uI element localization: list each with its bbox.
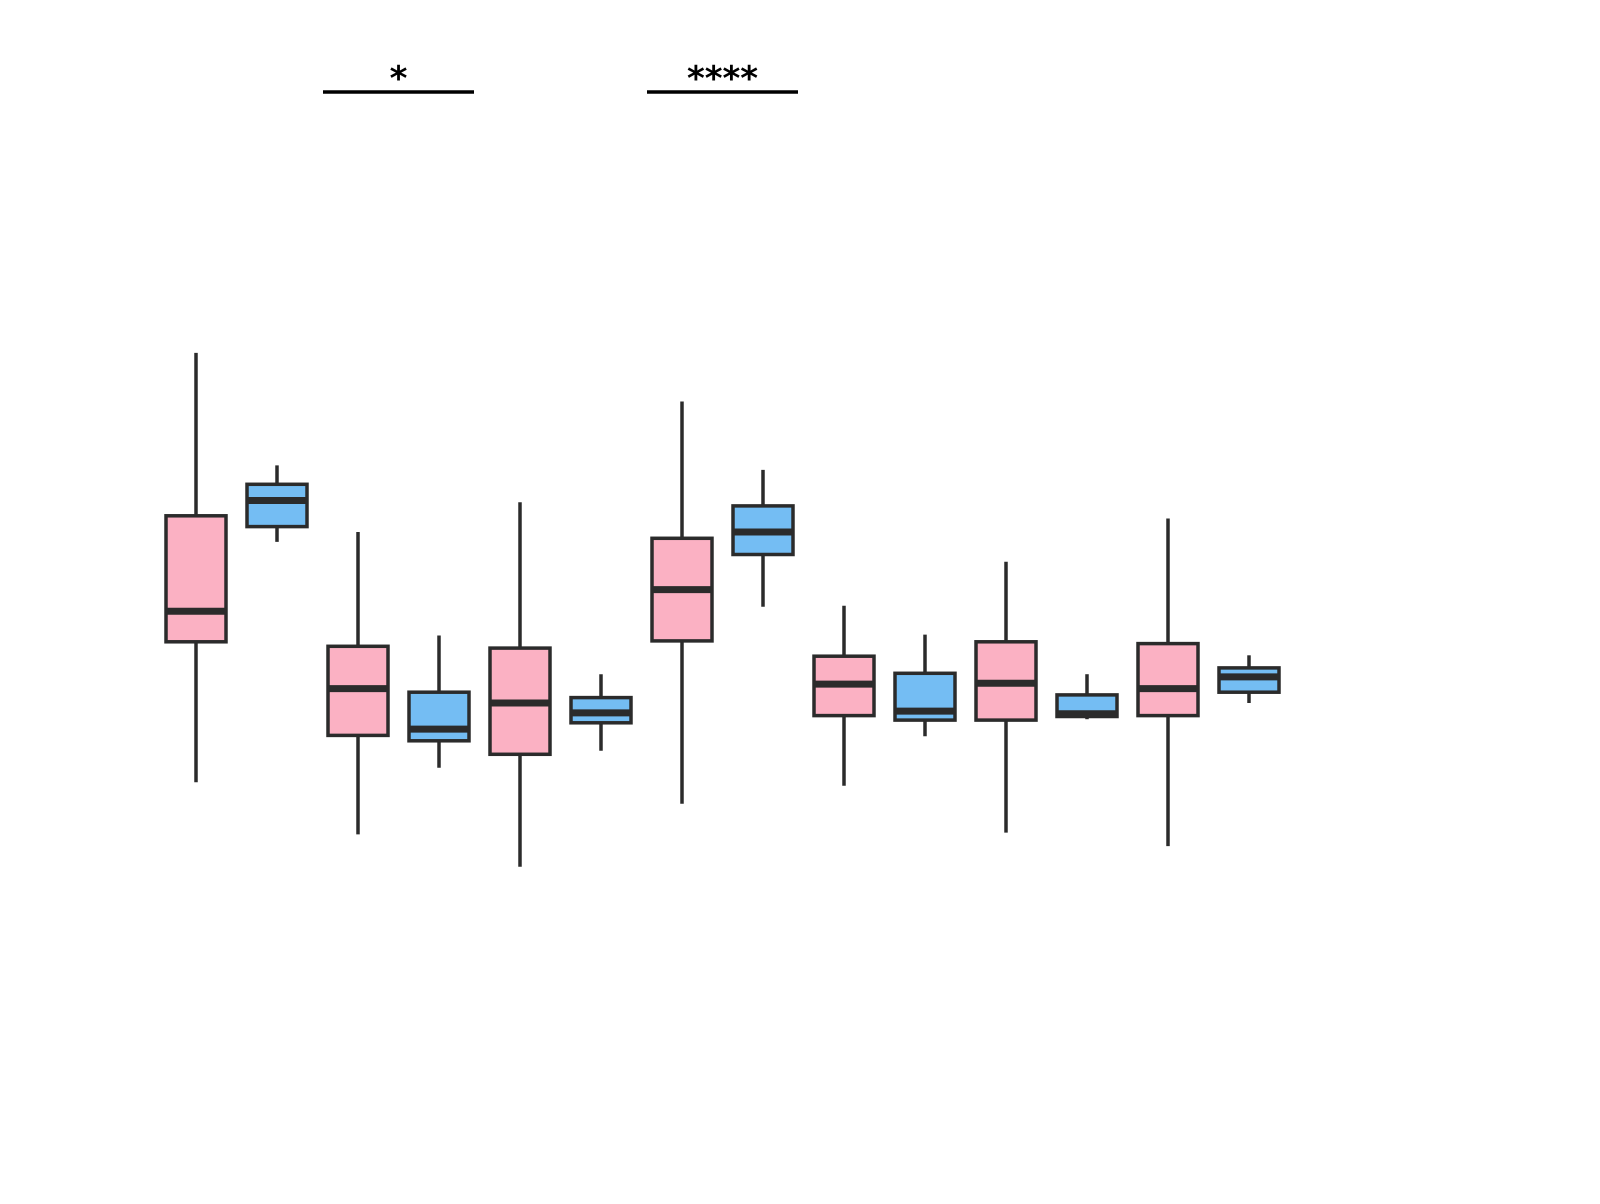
box-iqr xyxy=(1136,641,1200,718)
significance-label: * xyxy=(390,59,408,99)
box-iqr xyxy=(407,690,471,743)
box-iqr xyxy=(245,482,309,529)
significance-label: **** xyxy=(687,59,758,99)
box-iqr xyxy=(164,514,228,644)
